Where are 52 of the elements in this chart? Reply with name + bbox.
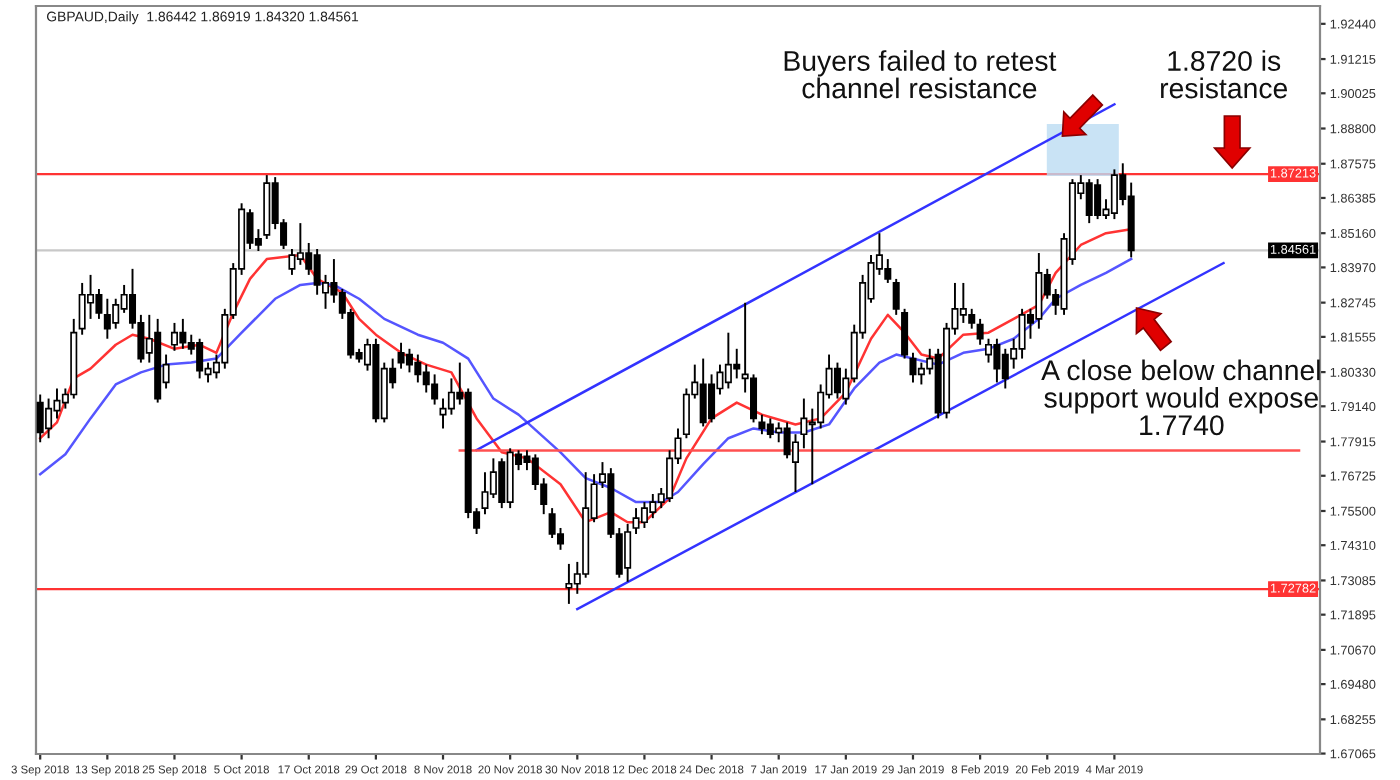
candlestick <box>112 297 120 330</box>
candlestick <box>170 321 178 352</box>
candlestick <box>313 248 321 296</box>
candlestick <box>296 222 304 266</box>
candlestick <box>431 373 439 406</box>
candlestick <box>447 377 455 416</box>
candlestick <box>196 337 204 380</box>
candlestick <box>783 421 791 460</box>
candlestick <box>750 373 758 424</box>
candlestick <box>640 501 648 529</box>
candlestick <box>917 361 925 386</box>
candlestick <box>724 331 732 390</box>
candlestick <box>833 361 841 400</box>
candlestick <box>976 317 984 346</box>
candlestick <box>758 413 766 436</box>
candlestick <box>892 277 900 316</box>
candlestick <box>1018 307 1026 360</box>
candlestick <box>498 457 506 510</box>
candlestick <box>422 363 430 394</box>
candlestick <box>632 507 640 535</box>
candlestick <box>405 347 413 374</box>
candlestick <box>766 417 774 440</box>
annotation: Buyers failed to retest channel resistance <box>784 50 1057 99</box>
candlestick <box>565 562 573 605</box>
candlestick <box>78 281 86 336</box>
candlestick <box>959 281 967 324</box>
candlestick <box>1001 347 1009 390</box>
candlestick <box>548 507 556 539</box>
candlestick <box>45 397 53 440</box>
candlestick <box>624 522 632 583</box>
candlestick <box>414 353 422 384</box>
annotation: A close below channel support would expose 1.7740 <box>1041 359 1320 436</box>
candlestick <box>103 297 111 340</box>
candlestick <box>397 341 405 370</box>
candlestick <box>36 393 44 444</box>
candlestick <box>884 258 892 284</box>
candlestick <box>288 248 296 276</box>
candlestick <box>699 357 707 428</box>
candlestick <box>800 397 808 450</box>
candlestick <box>968 307 976 330</box>
candlestick <box>1094 178 1102 221</box>
candlestick <box>1035 252 1043 330</box>
candlestick <box>708 373 716 424</box>
candlestick <box>733 347 741 380</box>
annotation: 1.8720 is resistance <box>1161 50 1288 99</box>
candlestick <box>179 317 187 350</box>
candlestick <box>1085 178 1093 225</box>
candlestick <box>649 493 657 520</box>
candlestick <box>791 433 800 493</box>
candlestick <box>1110 168 1118 221</box>
candlestick <box>984 337 993 364</box>
candlestick <box>993 337 1001 384</box>
